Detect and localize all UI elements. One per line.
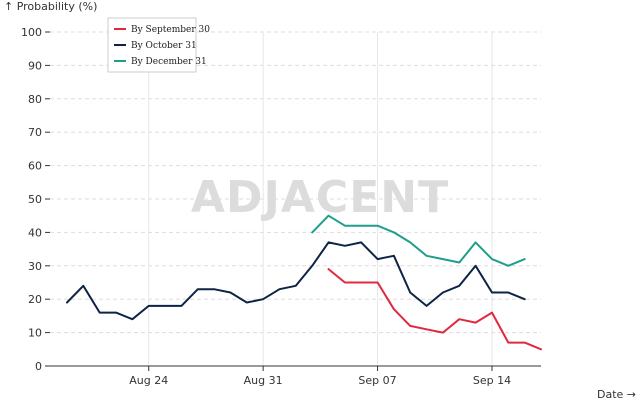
y-axis-title: ↑ Probability (%) xyxy=(4,0,97,13)
y-tick-label: 50 xyxy=(28,193,42,206)
series-line-2 xyxy=(66,241,526,321)
series-layer xyxy=(66,214,542,351)
x-tick-label: Aug 31 xyxy=(244,374,283,387)
series-line-1 xyxy=(327,268,542,351)
y-tick-label: 40 xyxy=(28,226,42,239)
x-axis-title: Date → xyxy=(597,388,636,400)
y-tick-label: 30 xyxy=(28,260,42,273)
y-tick-label: 0 xyxy=(35,360,42,373)
y-tick-label: 60 xyxy=(28,160,42,173)
y-tick-label: 90 xyxy=(28,59,42,72)
x-tick-label: Sep 14 xyxy=(473,374,511,387)
axis-layer: 0 10 20 30 40 50 60 70 80 90 100 Aug 24 Aug 31 Sep 07… xyxy=(21,26,541,387)
y-tick-label: 80 xyxy=(28,93,42,106)
legend-label: By December 31 xyxy=(131,57,207,67)
x-tick-label: Sep 07 xyxy=(358,374,396,387)
watermark-text: ADJACENT xyxy=(191,172,449,223)
legend-label: By September 30 xyxy=(131,25,210,35)
series-line-3 xyxy=(311,214,526,267)
y-tick-label: 70 xyxy=(28,126,42,139)
y-tick-label: 10 xyxy=(28,327,42,340)
y-tick-label: 100 xyxy=(21,26,42,39)
grid-layer xyxy=(50,31,541,366)
x-tick-label: Aug 24 xyxy=(129,374,168,387)
legend: By September 30 By October 31 By December … xyxy=(107,17,210,73)
legend-label: By October 31 xyxy=(131,41,197,51)
y-tick-label: 20 xyxy=(28,293,42,306)
